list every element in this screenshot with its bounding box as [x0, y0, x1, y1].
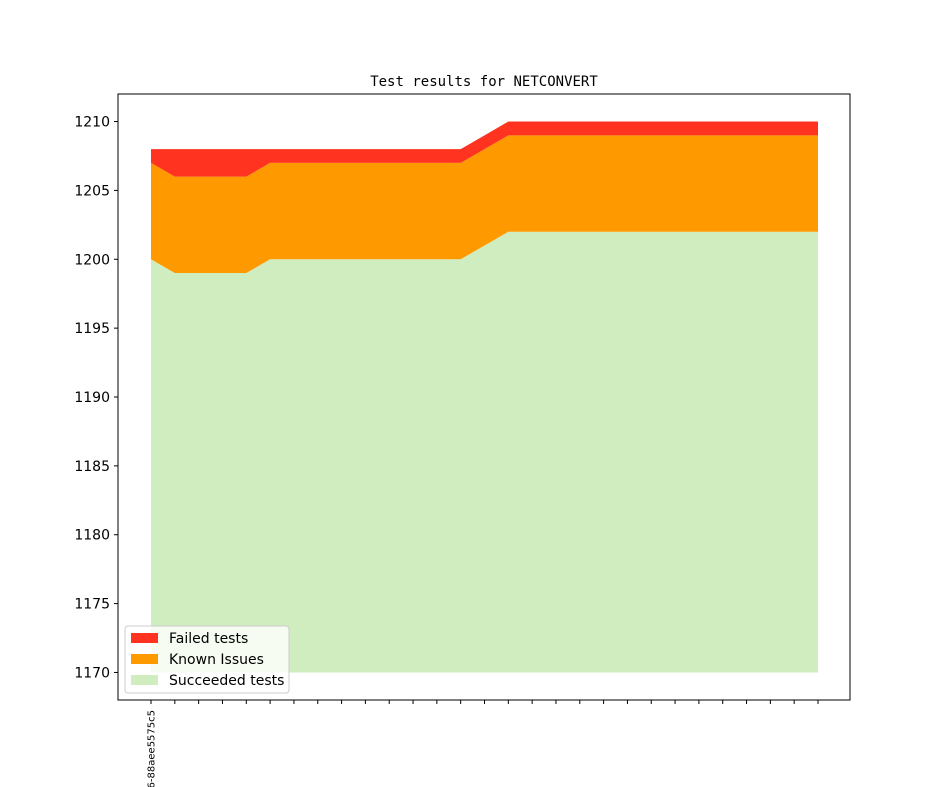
y-tick-label: 1170: [74, 665, 110, 681]
x-axis: 6-88aee5575c5: [147, 700, 819, 787]
area-series-group: [151, 121, 818, 673]
area-succeeded-tests: [151, 231, 818, 673]
y-tick-label: 1180: [74, 528, 110, 544]
y-tick-label: 1185: [74, 459, 110, 475]
legend-swatch-failed-tests: [131, 633, 158, 643]
legend-swatch-succeeded-tests: [131, 675, 158, 685]
legend-label-known-issues: Known Issues: [169, 652, 264, 668]
y-tick-label: 1210: [74, 115, 110, 131]
y-tick-label: 1190: [74, 390, 110, 406]
legend: Failed tests Known Issues Succeeded tests: [124, 625, 290, 694]
legend-frame: [124, 625, 290, 694]
x-tick-label: 6-88aee5575c5: [147, 710, 158, 787]
legend-label-succeeded-tests: Succeeded tests: [169, 673, 284, 689]
area-known-issues: [151, 135, 818, 274]
legend-label-failed-tests: Failed tests: [169, 631, 248, 647]
y-axis: 1170 1175 1180 1185 1190 1195 1200 1205 1210: [74, 115, 118, 681]
legend-swatch-known-issues: [131, 654, 158, 664]
y-tick-label: 1200: [74, 252, 110, 268]
y-tick-label: 1175: [74, 597, 110, 613]
area-failed-tests: [151, 121, 818, 177]
y-tick-label: 1205: [74, 183, 110, 199]
chart-title: Test results for NETCONVERT: [370, 74, 598, 90]
y-tick-label: 1195: [74, 321, 110, 337]
